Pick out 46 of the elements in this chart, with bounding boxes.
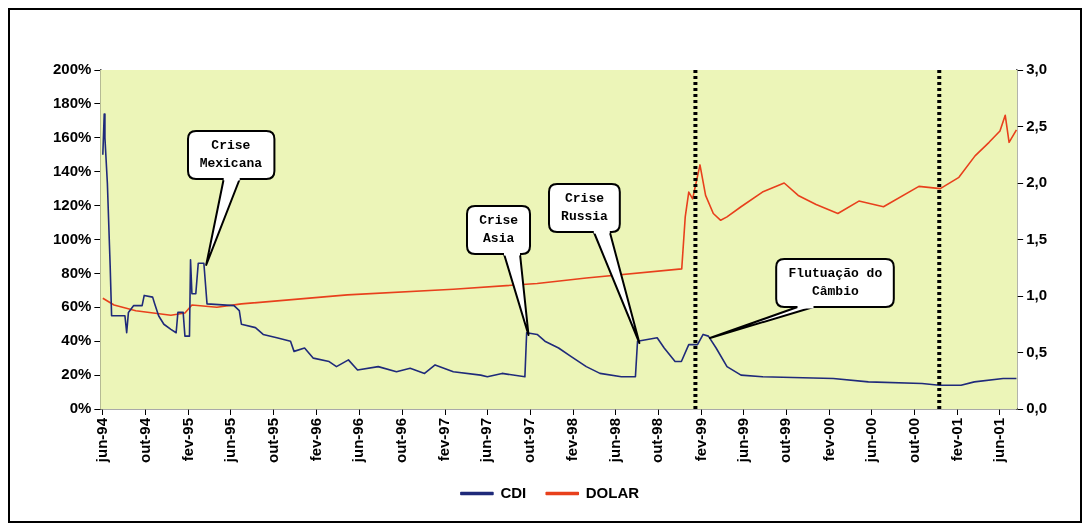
x-tick-label: jun-94 [92,417,110,464]
y2-tick-label: 0,5 [1026,342,1048,360]
y2-tick-label: 2,0 [1026,173,1048,191]
x-tick-label: fev-01 [947,418,965,462]
x-tick-label: fev-96 [306,418,324,462]
x-tick-label: fev-00 [819,418,837,462]
x-tick-label: jun-99 [733,418,751,464]
y-tick-label: 140% [52,161,92,179]
x-tick-label: jun-98 [605,418,623,464]
y-tick-label: 80% [61,263,92,281]
x-tick-label: out-97 [520,418,538,463]
y-tick-label: 0% [69,399,92,417]
y-tick-label: 60% [61,297,92,315]
x-tick-label: jun-00 [862,418,880,464]
legend-label: CDI [500,483,527,501]
x-tick-label: fev-95 [178,418,196,462]
annotation: Crise Mexicana [198,137,264,174]
x-tick-label: out-98 [648,418,666,463]
legend-label: DOLAR [585,483,640,501]
y2-tick-label: 3,0 [1026,60,1048,78]
y-tick-label: 200% [52,60,92,78]
x-tick-label: jun-97 [477,418,495,464]
y2-tick-label: 2,5 [1026,116,1048,134]
x-tick-label: jun-96 [349,418,367,464]
y-tick-label: 120% [52,195,92,213]
x-tick-label: out-96 [392,418,410,463]
x-tick-label: out-00 [904,418,922,463]
x-tick-label: out-94 [135,417,153,463]
x-tick-label: fev-98 [563,418,581,462]
annotation: Flutuação do Câmbio [787,265,884,302]
y-tick-label: 40% [61,331,92,349]
x-tick-label: jun-01 [990,418,1008,464]
y2-tick-label: 0,0 [1026,399,1048,417]
y-tick-label: 180% [52,94,92,112]
y2-tick-label: 1,5 [1026,229,1048,247]
x-tick-label: fev-99 [691,418,709,462]
annotation: Crise Russia [560,190,609,227]
x-tick-label: out-95 [263,418,281,463]
y-tick-label: 160% [52,127,92,145]
x-tick-label: fev-97 [435,418,453,462]
y2-tick-label: 1,0 [1026,286,1048,304]
y-tick-label: 100% [52,229,92,247]
x-tick-label: out-99 [776,418,794,463]
y-tick-label: 20% [61,365,92,383]
x-tick-label: jun-95 [221,418,239,464]
annotation: Crise Asia [478,211,520,248]
